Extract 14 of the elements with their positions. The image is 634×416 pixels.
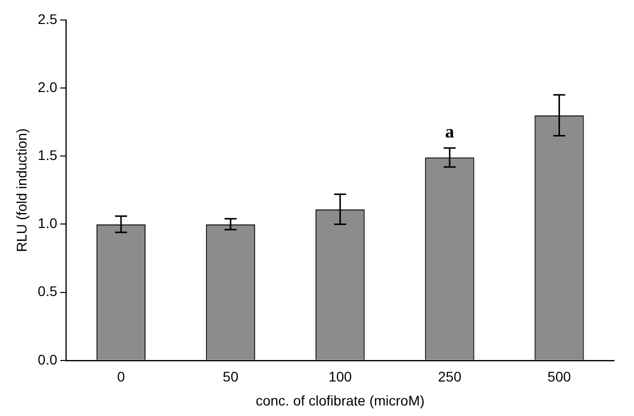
- x-tick-label: 100: [328, 368, 352, 385]
- y-tick-label: 1.0: [38, 215, 58, 232]
- y-tick-label: 2.5: [38, 10, 58, 27]
- annotation: a: [445, 122, 454, 142]
- y-tick-label: 1.5: [38, 147, 58, 164]
- x-axis-title: conc. of clofibrate (microM): [256, 392, 425, 408]
- y-tick-label: 2.0: [38, 78, 58, 95]
- y-axis-title: RLU (fold induction): [13, 128, 30, 252]
- y-tick-label: 0.5: [38, 283, 58, 300]
- x-tick-label: 0: [117, 368, 126, 385]
- x-tick-label: 50: [222, 368, 239, 385]
- x-tick-label: 250: [438, 368, 462, 385]
- y-tick-label: 0.0: [38, 351, 58, 368]
- x-tick-label: 500: [548, 368, 572, 385]
